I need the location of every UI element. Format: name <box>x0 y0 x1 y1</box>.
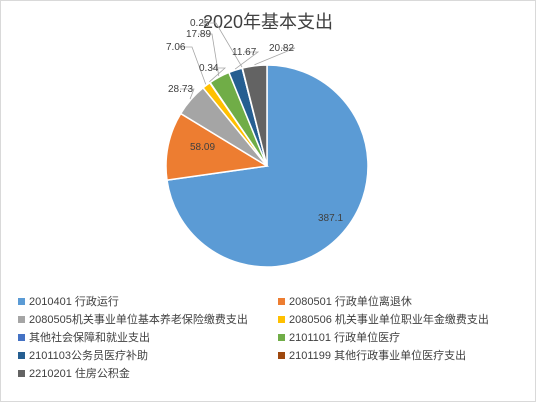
legend-swatch-7 <box>18 352 25 359</box>
data-label-6: 17.89 <box>186 29 211 40</box>
leader-line-4 <box>178 46 207 85</box>
legend-label-5: 其他社会保障和就业支出 <box>29 330 150 344</box>
legend-swatch-5 <box>18 334 25 341</box>
legend-swatch-2 <box>278 298 285 305</box>
leader-line-9 <box>254 47 296 66</box>
legend-label-1: 2010401 行政运行 <box>29 294 119 308</box>
legend-item-2: 2080501 行政单位离退休 <box>278 294 412 308</box>
data-label-2: 58.09 <box>190 142 215 153</box>
legend-swatch-4 <box>278 316 285 323</box>
legend-label-7: 2101103公务员医疗补助 <box>29 348 148 362</box>
leader-line-5 <box>209 67 227 83</box>
legend-item-7: 2101103公务员医疗补助 <box>18 348 148 362</box>
legend-label-9: 2210201 住房公积金 <box>29 366 130 380</box>
legend-swatch-3 <box>18 316 25 323</box>
legend-swatch-1 <box>18 298 25 305</box>
legend-item-8: 2101199 其他行政事业单位医疗支出 <box>278 348 466 362</box>
data-label-9: 20.82 <box>269 43 294 54</box>
data-label-4: 7.06 <box>166 42 186 53</box>
legend-item-3: 2080505机关事业单位基本养老保险缴费支出 <box>18 312 248 326</box>
legend-label-3: 2080505机关事业单位基本养老保险缴费支出 <box>29 312 248 326</box>
legend-label-8: 2101199 其他行政事业单位医疗支出 <box>289 348 466 362</box>
data-label-7: 11.67 <box>232 47 257 58</box>
legend-item-9: 2210201 住房公积金 <box>18 366 130 380</box>
legend-label-4: 2080506 机关事业单位职业年金缴费支出 <box>289 312 489 326</box>
data-label-5: 0.34 <box>199 63 219 74</box>
leader-line-8 <box>202 22 243 68</box>
data-label-1: 387.1 <box>318 213 343 224</box>
legend-swatch-8 <box>278 352 285 359</box>
data-label-8: 0.25 <box>190 18 210 29</box>
data-label-3: 28.73 <box>168 84 193 95</box>
legend-item-4: 2080506 机关事业单位职业年金缴费支出 <box>278 312 489 326</box>
legend-item-5: 其他社会保障和就业支出 <box>18 330 150 344</box>
chart-title: 2020年基本支出 <box>202 12 334 32</box>
legend-item-6: 2101101 行政单位医疗 <box>278 330 400 344</box>
legend-label-6: 2101101 行政单位医疗 <box>289 330 400 344</box>
leader-line-7 <box>234 51 260 70</box>
pie-slice-2 <box>165 112 270 181</box>
legend-item-1: 2010401 行政运行 <box>18 294 119 308</box>
legend-swatch-9 <box>18 370 25 377</box>
leader-line-6 <box>198 33 220 77</box>
legend-swatch-6 <box>278 334 285 341</box>
legend-label-2: 2080501 行政单位离退休 <box>289 294 412 308</box>
pie-slice-9 <box>241 64 268 167</box>
leader-line-3 <box>180 88 195 100</box>
